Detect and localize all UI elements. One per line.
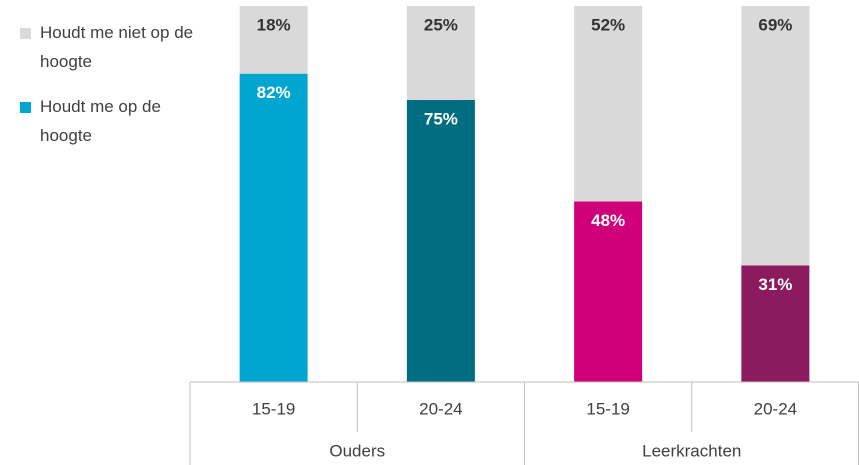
bar-segment bbox=[741, 265, 810, 382]
data-label: 52% bbox=[591, 15, 625, 34]
x-tick-label: 15-19 bbox=[586, 399, 629, 418]
data-label: 25% bbox=[424, 15, 458, 34]
data-label: 69% bbox=[758, 15, 792, 34]
bar-segment bbox=[574, 201, 643, 382]
legend-entry: Houdt me niet op de hoogte bbox=[40, 23, 194, 71]
bar-segment bbox=[406, 6, 475, 100]
data-label: 31% bbox=[758, 275, 792, 294]
bar-segment bbox=[239, 6, 308, 74]
x-tick-label: 15-19 bbox=[252, 399, 295, 418]
data-label: 82% bbox=[257, 83, 291, 102]
bar-segment bbox=[406, 100, 475, 382]
data-label: 18% bbox=[257, 15, 291, 34]
legend-swatch bbox=[20, 28, 31, 39]
x-tick-label: 20-24 bbox=[419, 399, 462, 418]
bar-segment bbox=[741, 6, 810, 266]
bar-segment bbox=[239, 73, 308, 383]
legend-entry: Houdt me op de hoogte bbox=[40, 97, 161, 145]
x-tick-label: 20-24 bbox=[754, 399, 797, 418]
data-label: 48% bbox=[591, 211, 625, 230]
legend-swatch bbox=[20, 102, 31, 113]
group-label: Leerkrachten bbox=[642, 441, 741, 460]
bar-segment bbox=[574, 6, 643, 202]
group-label: Ouders bbox=[329, 441, 385, 460]
data-label: 75% bbox=[424, 109, 458, 128]
